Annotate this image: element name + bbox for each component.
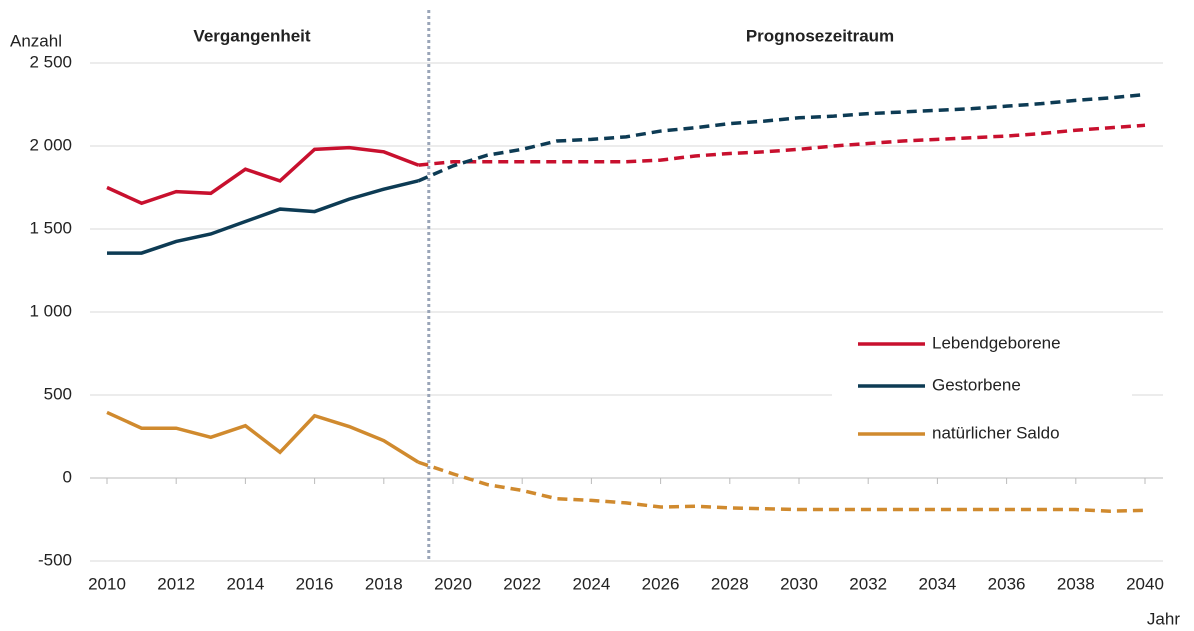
y-tick-label: 500 — [44, 384, 72, 403]
x-tick-label: 2020 — [434, 574, 472, 593]
series-line — [107, 179, 419, 255]
series-line — [106, 410, 420, 464]
series-line — [417, 92, 1146, 183]
legend-label: Lebendgeborene — [932, 333, 1061, 352]
x-tick-label: 2040 — [1126, 574, 1164, 593]
x-axis-label: Jahr — [1147, 609, 1180, 628]
x-tick-label: 2014 — [226, 574, 264, 593]
y-tick-label: 2 000 — [29, 135, 72, 154]
annotation: Prognosezeitraum — [746, 26, 894, 45]
x-tick-label: 2038 — [1057, 574, 1095, 593]
x-tick-label: 2036 — [988, 574, 1026, 593]
legend-label: Gestorbene — [932, 375, 1021, 394]
x-tick-label: 2012 — [157, 574, 195, 593]
x-tick-label: 2022 — [503, 574, 541, 593]
x-tick-label: 2010 — [88, 574, 126, 593]
x-tick-label: 2016 — [296, 574, 334, 593]
annotation: Vergangenheit — [193, 26, 310, 45]
y-tick-label: -500 — [38, 550, 72, 569]
x-tick-label: 2026 — [642, 574, 680, 593]
x-tick-label: 2028 — [711, 574, 749, 593]
y-tick-label: 1 000 — [29, 301, 72, 320]
x-tick-label: 2030 — [780, 574, 818, 593]
x-tick-label: 2032 — [849, 574, 887, 593]
x-tick-label: 2034 — [918, 574, 956, 593]
legend-label: natürlicher Saldo — [932, 423, 1060, 442]
x-tick-label: 2018 — [365, 574, 403, 593]
y-axis-label: Anzahl — [10, 31, 62, 50]
y-tick-label: 2 500 — [29, 52, 72, 71]
y-tick-label: 1 500 — [29, 218, 72, 237]
series-line — [106, 145, 420, 206]
x-tick-label: 2024 — [572, 574, 610, 593]
y-tick-label: 0 — [63, 467, 72, 486]
series-line — [418, 123, 1146, 167]
series-line — [417, 460, 1146, 513]
